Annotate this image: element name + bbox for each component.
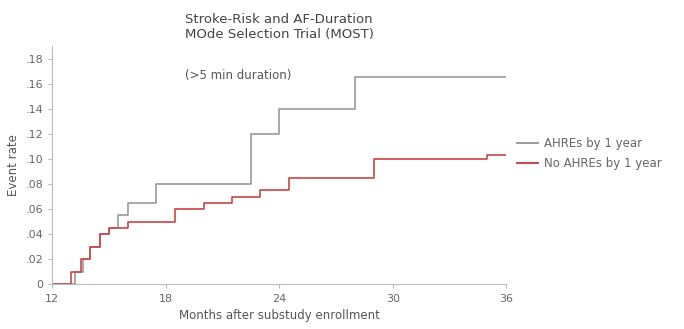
Text: (>5 min duration): (>5 min duration): [185, 69, 291, 82]
Y-axis label: Event rate: Event rate: [7, 134, 20, 196]
Legend: AHREs by 1 year, No AHREs by 1 year: AHREs by 1 year, No AHREs by 1 year: [516, 137, 661, 170]
X-axis label: Months after substudy enrollment: Months after substudy enrollment: [179, 309, 380, 322]
Title: Stroke-Risk and AF-Duration
MOde Selection Trial (MOST): Stroke-Risk and AF-Duration MOde Selecti…: [185, 13, 373, 41]
